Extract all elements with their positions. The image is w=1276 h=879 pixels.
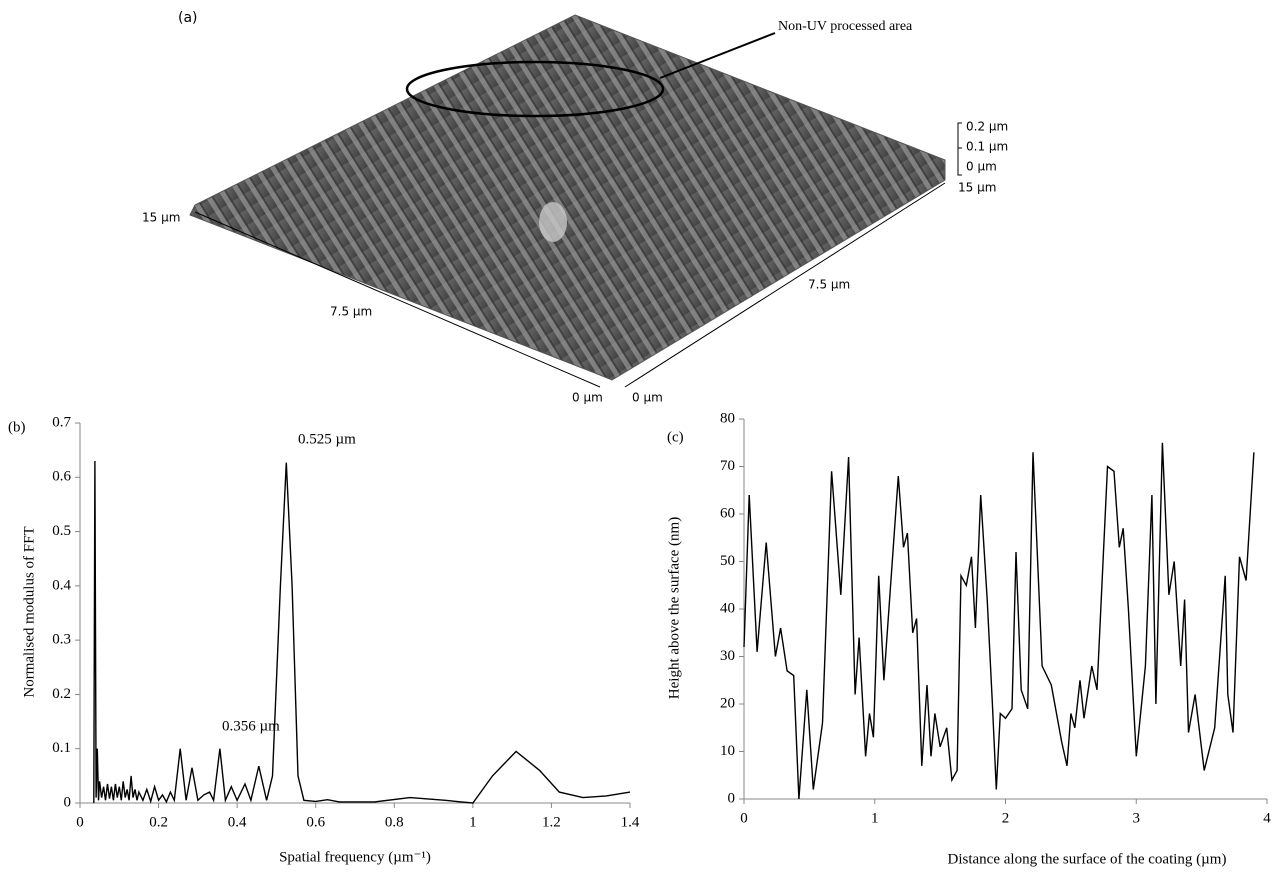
x-tick-label: 0.6 <box>306 814 325 830</box>
y-tick-label: 20 <box>720 695 735 711</box>
x-tick-label: 3 <box>1133 810 1141 826</box>
y-tick-label: 0 <box>728 790 736 806</box>
y-tick-label: 40 <box>720 600 735 616</box>
annotation: 0.356 µm <box>222 718 280 734</box>
y-tick-label: 30 <box>720 648 735 664</box>
afm-axis-label: 0 µm <box>572 391 603 405</box>
annotation: Non-UV processed area <box>778 19 913 34</box>
afm-axis <box>624 182 946 388</box>
x-tick-label: 0 <box>740 810 748 826</box>
x-tick-label: 1.4 <box>621 814 640 830</box>
highlight-ellipse <box>405 60 665 118</box>
afm-axis-label: 7.5 µm <box>808 278 850 292</box>
x-tick-label: 0.2 <box>149 814 168 830</box>
x-tick-label: 0 <box>76 814 84 830</box>
y-tick-label: 0.5 <box>52 523 71 539</box>
afm-axis-label: 15 µm <box>142 211 180 225</box>
x-axis-label: Distance along the surface of the coatin… <box>948 851 1227 867</box>
height-scale-label: 0 µm <box>966 160 997 174</box>
annotation: 0.525 µm <box>298 431 356 447</box>
panel-label: (c) <box>667 429 684 445</box>
afm-bump <box>539 202 567 242</box>
y-tick-label: 60 <box>720 505 735 521</box>
x-tick-label: 0.4 <box>228 814 247 830</box>
y-axis-label: Normalised modulus of FFT <box>21 526 37 697</box>
afm-axis-label: 15 µm <box>958 181 996 195</box>
y-tick-label: 80 <box>720 410 735 426</box>
data-line <box>743 442 1255 800</box>
y-axis-label: Height above the surface (nm) <box>666 517 682 699</box>
afm-axis-label: 0 µm <box>632 391 663 405</box>
afm-axis-label: 7.5 µm <box>330 305 372 319</box>
height-scale-label: 0.1 µm <box>966 140 1008 154</box>
y-tick-label: 0 <box>64 794 72 810</box>
annotation-line <box>659 32 776 79</box>
x-tick-label: 0.8 <box>385 814 404 830</box>
afm-axis <box>194 211 601 388</box>
y-tick-label: 10 <box>720 743 735 759</box>
height-scale-label: 0.2 µm <box>966 120 1008 134</box>
y-tick-label: 0.4 <box>52 577 71 593</box>
x-tick-label: 4 <box>1263 810 1271 826</box>
y-tick-label: 50 <box>720 553 735 569</box>
y-tick-label: 0.7 <box>52 414 71 430</box>
y-tick-label: 70 <box>720 458 735 474</box>
afm-surface <box>189 14 946 381</box>
x-axis-label: Spatial frequency (µm⁻¹) <box>279 849 431 865</box>
x-tick-label: 2 <box>1002 810 1010 826</box>
x-tick-label: 1.2 <box>542 814 561 830</box>
x-tick-label: 1 <box>871 810 879 826</box>
data-line <box>93 460 631 804</box>
y-tick-label: 0.1 <box>52 740 71 756</box>
panel-label: (a) <box>178 10 198 26</box>
height-scale-bar <box>957 122 962 176</box>
panel-label: (b) <box>8 419 26 435</box>
x-tick-label: 1 <box>469 814 477 830</box>
y-tick-label: 0.6 <box>52 469 71 485</box>
afm-image: (a) Non-UV processed area 15 µm 7.5 µm 0 µm 0… <box>142 10 1008 405</box>
y-tick-label: 0.2 <box>52 686 71 702</box>
y-tick-label: 0.3 <box>52 632 71 648</box>
